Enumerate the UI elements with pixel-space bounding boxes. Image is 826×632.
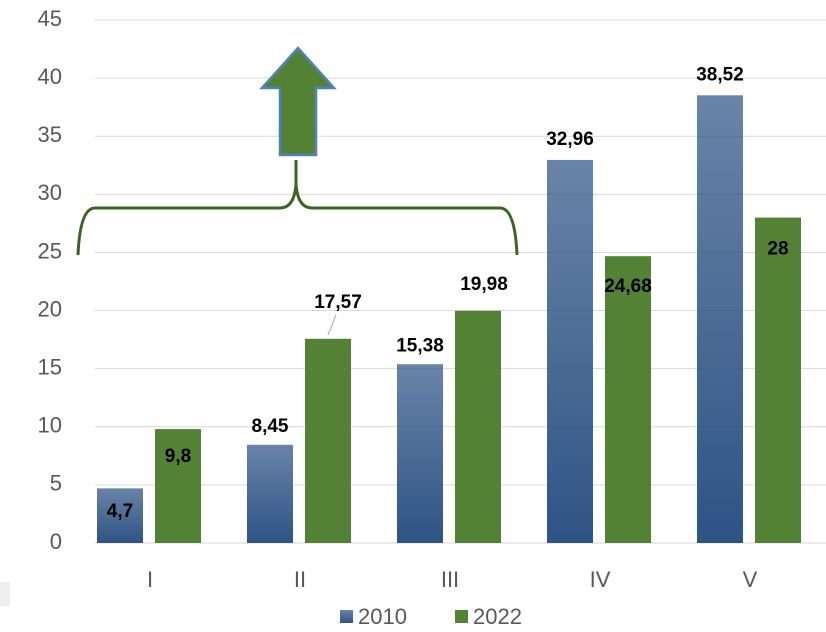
- legend-label: 2022: [473, 604, 522, 629]
- y-tick-label: 35: [38, 122, 62, 147]
- y-tick-label: 45: [38, 6, 62, 31]
- data-label: 28: [767, 239, 788, 260]
- bar: [755, 217, 801, 544]
- bar: [97, 488, 143, 543]
- bar: [455, 310, 501, 543]
- x-tick-label: IV: [590, 567, 611, 592]
- data-label: 17,57: [314, 292, 362, 313]
- y-tick-label: 5: [50, 471, 62, 496]
- data-label: 19,98: [460, 274, 508, 295]
- data-label: 4,7: [107, 501, 133, 522]
- bar: [247, 444, 293, 543]
- y-tick-label: 20: [38, 296, 62, 321]
- bar: [155, 429, 201, 543]
- legend-swatch: [455, 610, 468, 623]
- leader-line: [327, 314, 337, 335]
- data-label: 24,68: [604, 276, 652, 297]
- bar: [697, 95, 743, 543]
- bar: [605, 256, 651, 543]
- data-label: 8,45: [252, 416, 289, 437]
- y-tick-label: 15: [38, 354, 62, 379]
- y-tick-label: 30: [38, 180, 62, 205]
- x-tick-label: V: [743, 567, 758, 592]
- y-tick-label: 10: [38, 413, 62, 438]
- data-label: 9,8: [165, 446, 191, 467]
- arrow: [259, 46, 337, 157]
- y-tick-label: 25: [38, 238, 62, 263]
- brace: [76, 160, 519, 256]
- x-tick-label: II: [294, 567, 306, 592]
- x-tick-label: III: [441, 567, 459, 592]
- corner-box: [0, 582, 10, 606]
- y-tick-label: 0: [50, 529, 62, 554]
- data-label: 15,38: [396, 335, 444, 356]
- bar: [397, 364, 443, 543]
- y-tick-label: 40: [38, 64, 62, 89]
- legend-label: 2010: [358, 604, 407, 629]
- legend-swatch: [340, 610, 353, 623]
- bar: [547, 159, 593, 543]
- data-label: 32,96: [546, 129, 594, 150]
- x-tick-label: I: [147, 567, 153, 592]
- bar: [305, 338, 351, 543]
- data-label: 38,52: [696, 64, 744, 85]
